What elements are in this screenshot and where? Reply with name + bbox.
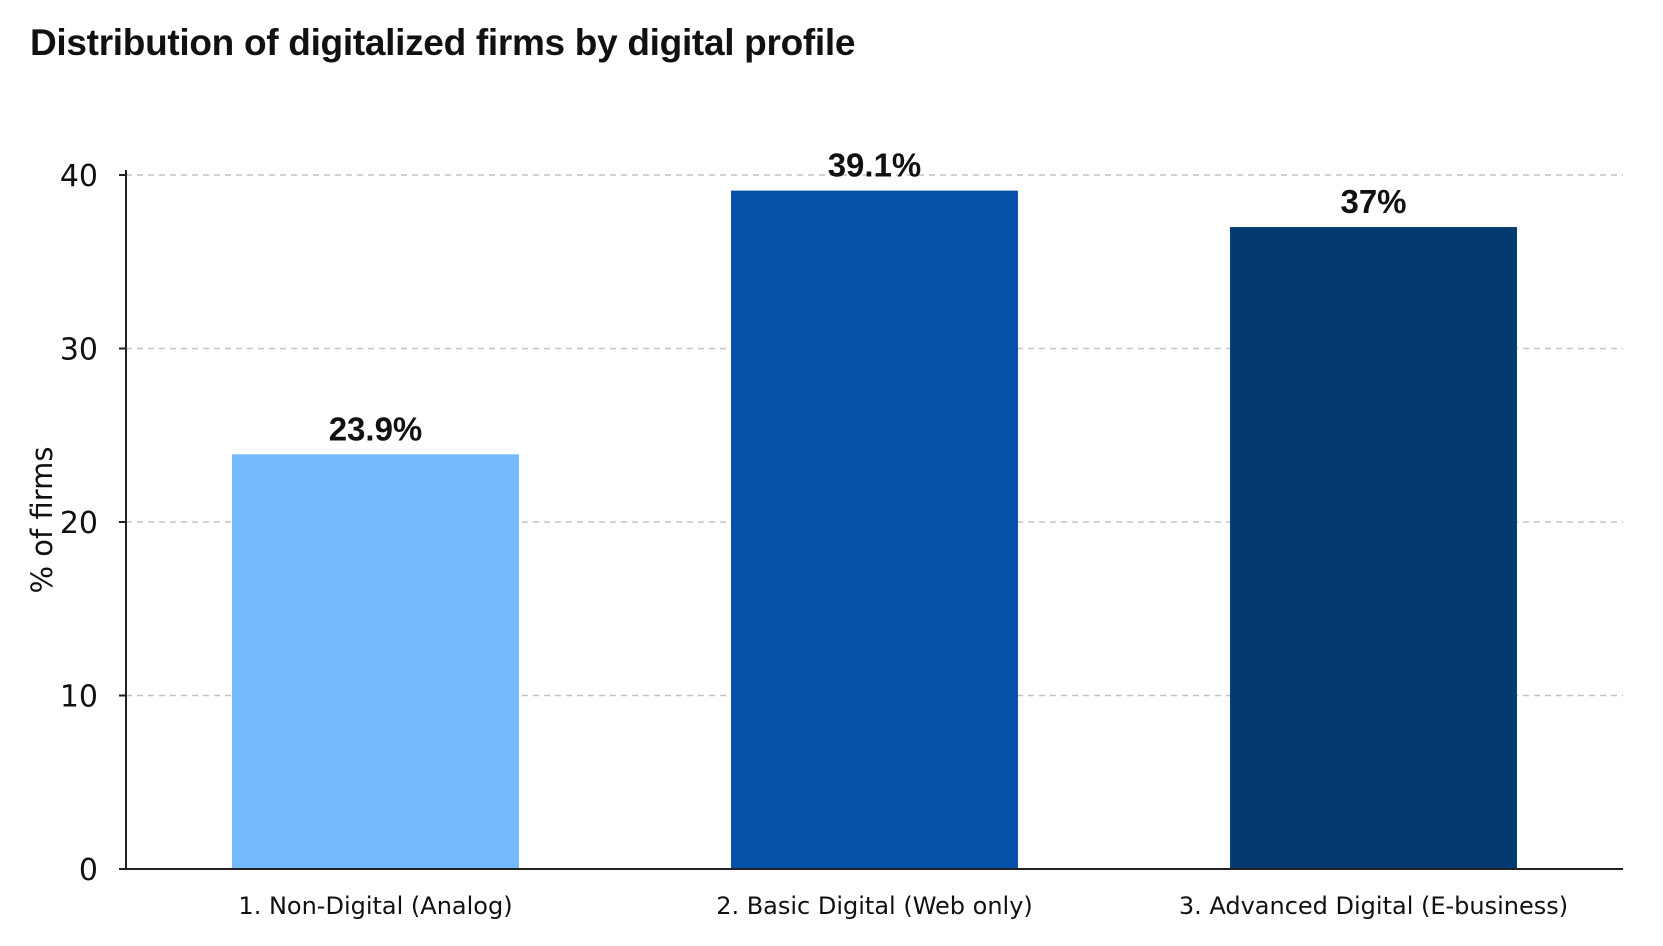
category-label: 1. Non-Digital (Analog): [238, 892, 512, 920]
bars: [232, 190, 1517, 870]
y-tick-label: 20: [60, 506, 98, 541]
chart-title: Distribution of digitalized firms by dig…: [30, 22, 856, 63]
data-label: 37%: [1340, 183, 1406, 220]
labels: 23.9% 1. Non-Digital (Analog) 39.1% 2. Basi…: [238, 147, 1568, 920]
bar: [1230, 227, 1517, 870]
y-axis-title: % of firms: [25, 447, 59, 594]
data-label: 39.1%: [828, 147, 922, 184]
category-label: 3. Advanced Digital (E-business): [1179, 892, 1568, 920]
data-label: 23.9%: [329, 410, 423, 447]
axes: [125, 170, 1623, 870]
y-tick-label: 30: [60, 333, 98, 368]
category-label: 2. Basic Digital (Web only): [716, 892, 1033, 920]
y-tick-label: 0: [79, 853, 98, 888]
y-ticks: 0 10 20 30 40: [60, 159, 126, 888]
y-tick-label: 10: [60, 680, 98, 715]
y-tick-label: 40: [60, 159, 98, 194]
bar: [232, 454, 519, 869]
bar: [731, 190, 1018, 870]
